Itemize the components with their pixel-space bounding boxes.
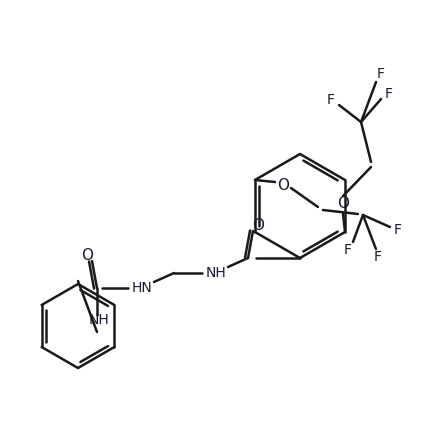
Text: F: F xyxy=(327,93,335,107)
Text: F: F xyxy=(374,250,382,264)
Text: O: O xyxy=(81,248,93,264)
Text: O: O xyxy=(277,178,289,193)
Text: O: O xyxy=(252,219,264,233)
Text: F: F xyxy=(344,243,352,257)
Text: O: O xyxy=(337,196,349,211)
Text: F: F xyxy=(385,87,393,101)
Text: NH: NH xyxy=(206,266,227,280)
Text: NH: NH xyxy=(89,313,109,327)
Text: F: F xyxy=(394,223,402,237)
Text: HN: HN xyxy=(132,281,153,295)
Text: F: F xyxy=(377,67,385,81)
